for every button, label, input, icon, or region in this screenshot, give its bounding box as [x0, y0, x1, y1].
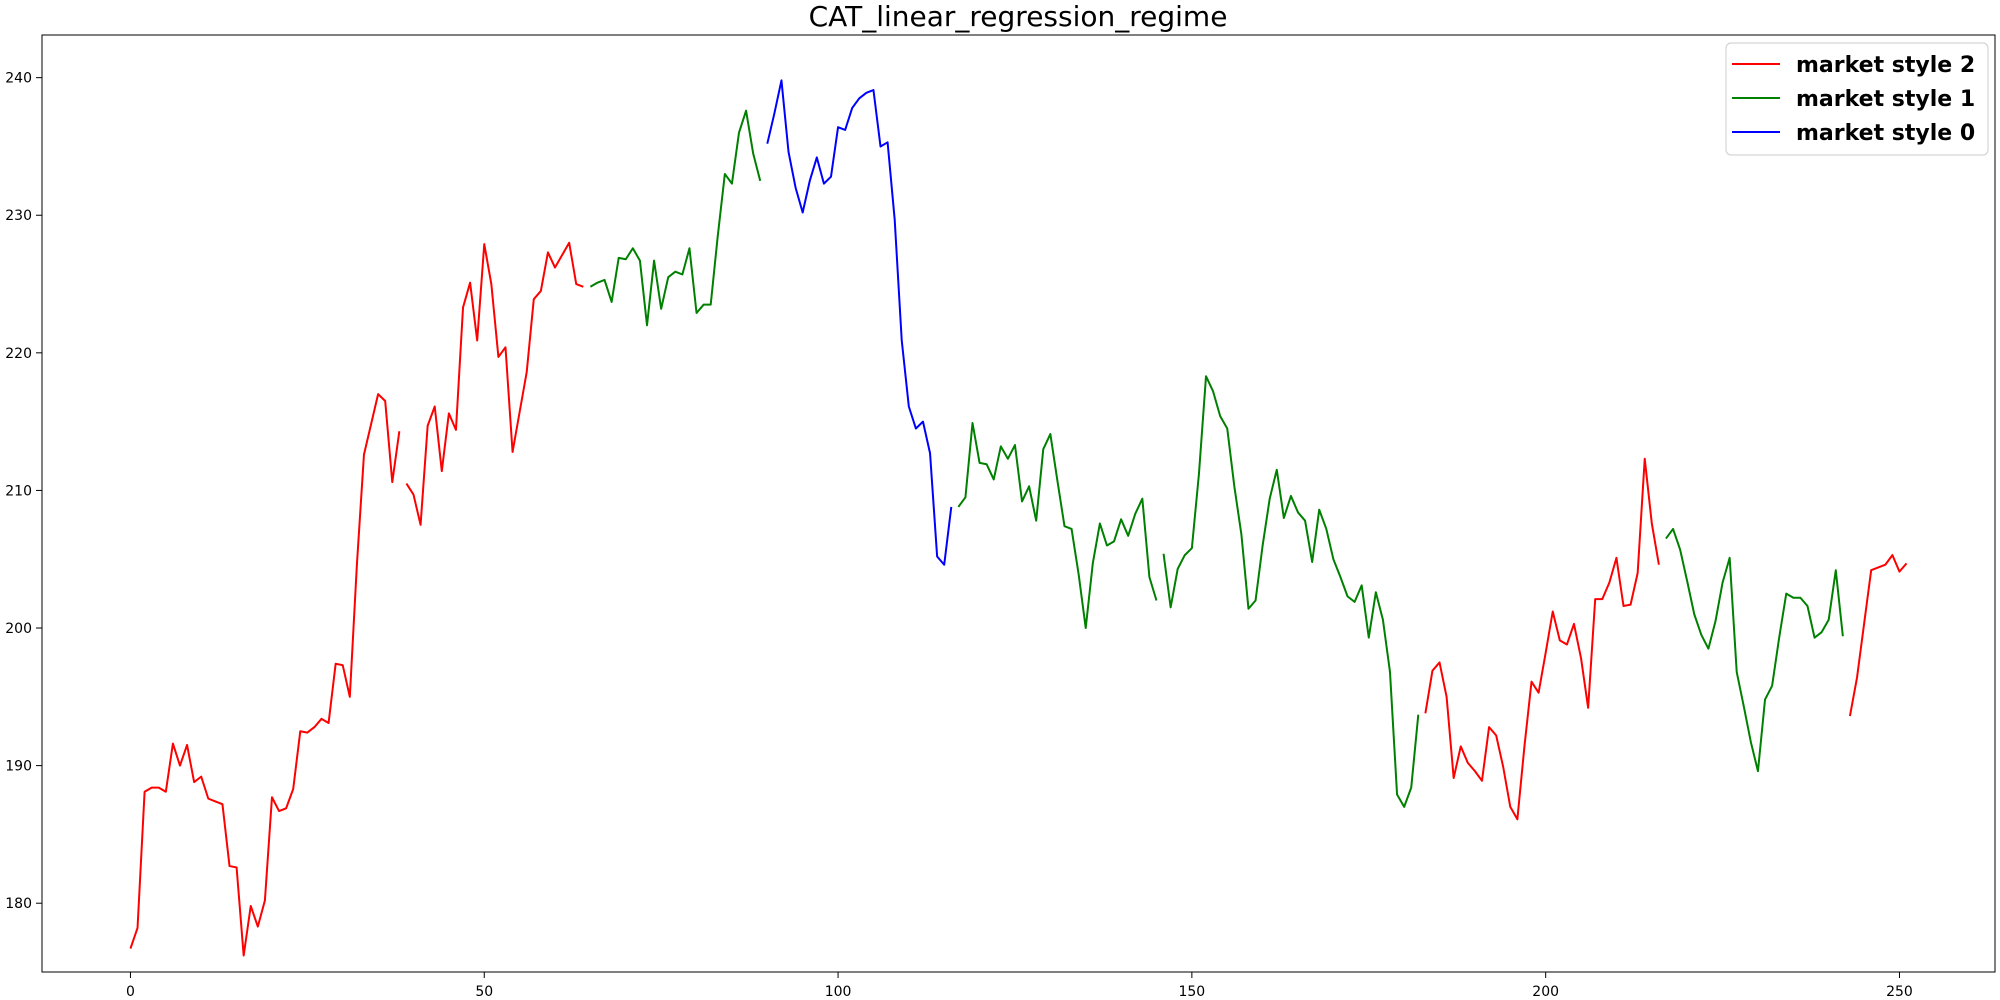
- legend-box: [1725, 42, 1989, 156]
- axes: 0 50 100 150 200 250 180 190 200 210 220 230 240: [5, 71, 1913, 1000]
- legend: market style 2 market style 1 market style…: [1725, 42, 1989, 156]
- series-line-market-style-0-segment-0: [766, 79, 953, 566]
- y-tick-label: 200: [5, 621, 32, 637]
- chart-title: CAT_linear_regression_regime: [809, 0, 1228, 33]
- x-tick-label: 0: [126, 984, 135, 1000]
- series-line-market-style-2-segment-1: [405, 241, 584, 526]
- series-line-market-style-1-segment-2: [1162, 375, 1420, 808]
- series-line-market-style-1-segment-1: [957, 422, 1158, 630]
- x-tick-label: 250: [1886, 984, 1913, 1000]
- x-tick-label: 50: [475, 984, 493, 1000]
- y-tick-label: 190: [5, 759, 32, 775]
- y-tick-label: 180: [5, 896, 32, 912]
- series-line-market-style-1-segment-0: [589, 109, 762, 327]
- legend-label: market style 0: [1796, 121, 1975, 146]
- plot-lines: [129, 79, 1908, 957]
- series-line-market-style-2-segment-3: [1848, 554, 1908, 717]
- series-line-market-style-2-segment-2: [1424, 457, 1660, 821]
- series-line-market-style-2-segment-0: [129, 393, 401, 957]
- legend-label: market style 1: [1796, 87, 1975, 112]
- x-tick-label: 100: [825, 984, 852, 1000]
- series-line-market-style-1-segment-3: [1665, 527, 1844, 773]
- plot-area-frame: [41, 34, 1996, 973]
- y-tick-label: 220: [5, 346, 32, 362]
- legend-label: market style 2: [1796, 53, 1975, 78]
- y-tick-label: 210: [5, 483, 32, 499]
- x-tick-label: 200: [1532, 984, 1559, 1000]
- x-tick-label: 150: [1178, 984, 1205, 1000]
- y-tick-label: 240: [5, 71, 32, 87]
- y-tick-label: 230: [5, 208, 32, 224]
